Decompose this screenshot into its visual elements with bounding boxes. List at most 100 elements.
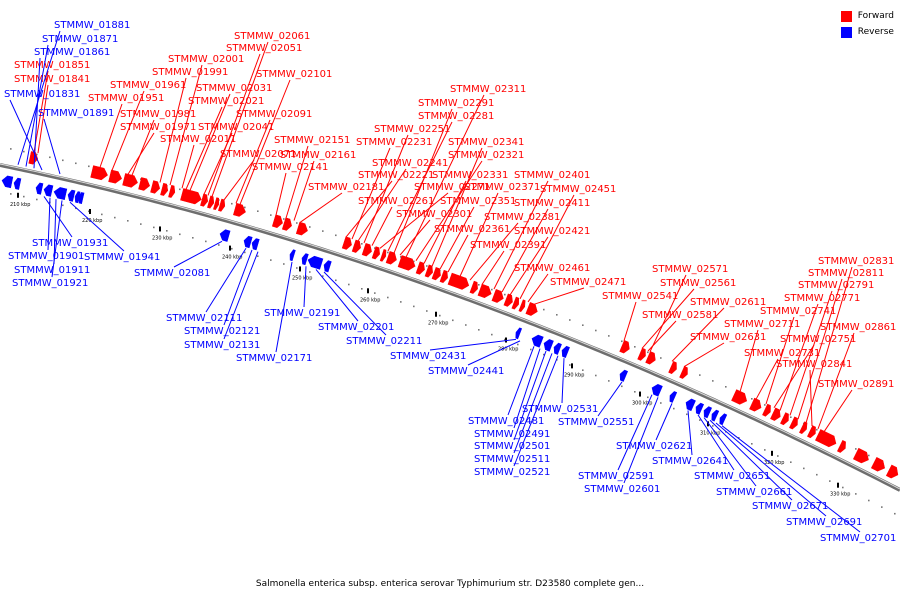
forward-gene-arrow[interactable] [160,182,169,196]
forward-gene-arrow[interactable] [762,403,773,417]
reverse-gene-label[interactable]: STMMW_01921 [12,278,88,289]
forward-gene-label[interactable]: STMMW_02611 [690,297,766,308]
forward-gene-arrow[interactable] [122,173,139,188]
forward-gene-label[interactable]: STMMW_02841 [776,359,852,370]
reverse-gene-arrow[interactable] [650,383,663,397]
reverse-gene-label[interactable]: STMMW_02641 [652,456,728,467]
reverse-gene-label[interactable]: STMMW_02131 [184,340,260,351]
reverse-gene-label[interactable]: STMMW_02481 [468,416,544,427]
forward-gene-label[interactable]: STMMW_02831 [818,256,894,267]
forward-gene-arrow[interactable] [361,242,373,257]
reverse-gene-label[interactable]: STMMW_01891 [38,108,114,119]
reverse-gene-arrow[interactable] [67,189,76,202]
forward-gene-label[interactable]: STMMW_02021 [188,96,264,107]
forward-gene-arrow[interactable] [789,416,800,430]
forward-gene-arrow[interactable] [780,412,791,426]
forward-gene-label[interactable]: STMMW_02091 [236,109,312,120]
forward-gene-label[interactable]: STMMW_02581 [642,310,718,321]
forward-gene-arrow[interactable] [150,180,161,195]
reverse-gene-label[interactable]: STMMW_01911 [14,265,90,276]
reverse-gene-arrow[interactable] [530,333,544,348]
forward-gene-arrow[interactable] [424,264,435,278]
forward-gene-arrow[interactable] [749,397,763,413]
forward-gene-arrow[interactable] [108,169,124,185]
forward-gene-label[interactable]: STMMW_02631 [690,332,766,343]
forward-gene-label[interactable]: STMMW_02391 [470,240,546,251]
forward-gene-label[interactable]: STMMW_02071 [220,149,296,160]
forward-gene-label[interactable]: STMMW_01851 [14,60,90,71]
reverse-gene-label[interactable]: STMMW_02521 [474,467,550,478]
forward-gene-arrow[interactable] [770,407,782,422]
forward-gene-label[interactable]: STMMW_02251 [374,124,450,135]
forward-gene-arrow[interactable] [837,439,848,453]
forward-gene-arrow[interactable] [619,340,632,354]
reverse-gene-arrow[interactable] [702,405,713,419]
reverse-gene-label[interactable]: STMMW_02431 [390,351,466,362]
forward-gene-label[interactable]: STMMW_02361 [434,224,510,235]
forward-gene-arrow[interactable] [469,280,480,294]
forward-gene-arrow[interactable] [668,361,679,375]
forward-gene-label[interactable]: STMMW_02281 [418,111,494,122]
forward-gene-arrow[interactable] [281,217,293,232]
forward-gene-arrow[interactable] [180,188,202,206]
reverse-gene-arrow[interactable] [514,327,523,340]
forward-gene-label[interactable]: STMMW_02891 [818,379,894,390]
forward-gene-label[interactable]: STMMW_02791 [798,280,874,291]
forward-gene-arrow[interactable] [397,255,417,272]
forward-gene-label[interactable]: STMMW_02351 [440,196,516,207]
forward-gene-label[interactable]: STMMW_02311 [450,84,526,95]
forward-gene-arrow[interactable] [271,214,284,229]
forward-gene-label[interactable]: STMMW_02861 [820,322,896,333]
reverse-gene-label[interactable]: STMMW_01871 [42,34,118,45]
forward-gene-label[interactable]: STMMW_02261 [358,196,434,207]
forward-gene-label[interactable]: STMMW_02151 [274,135,350,146]
forward-gene-arrow[interactable] [731,389,750,407]
forward-gene-label[interactable]: STMMW_02231 [356,137,432,148]
forward-gene-arrow[interactable] [415,261,427,276]
reverse-gene-label[interactable]: STMMW_02191 [264,308,340,319]
forward-gene-arrow[interactable] [870,457,887,473]
forward-gene-label[interactable]: STMMW_01971 [120,122,196,133]
reverse-gene-label[interactable]: STMMW_01941 [84,252,160,263]
forward-gene-label[interactable]: STMMW_02451 [540,184,616,195]
forward-gene-label[interactable]: STMMW_01841 [14,74,90,85]
reverse-gene-label[interactable]: STMMW_02081 [134,268,210,279]
forward-gene-label[interactable]: STMMW_02341 [448,137,524,148]
forward-gene-arrow[interactable] [138,177,152,191]
forward-gene-label[interactable]: STMMW_02141 [252,162,328,173]
reverse-gene-label[interactable]: STMMW_02531 [522,404,598,415]
forward-gene-label[interactable]: STMMW_02561 [660,278,736,289]
reverse-gene-label[interactable]: STMMW_01931 [32,238,108,249]
forward-gene-arrow[interactable] [518,299,527,313]
forward-gene-arrow[interactable] [233,202,247,218]
reverse-gene-label[interactable]: STMMW_02651 [694,471,770,482]
forward-gene-arrow[interactable] [885,464,900,480]
reverse-gene-label[interactable]: STMMW_01881 [54,20,130,31]
reverse-gene-arrow[interactable] [322,260,332,273]
forward-gene-label[interactable]: STMMW_01951 [88,93,164,104]
forward-gene-label[interactable]: STMMW_02771 [784,293,860,304]
reverse-gene-arrow[interactable] [74,191,81,204]
reverse-gene-arrow[interactable] [1,175,14,189]
forward-gene-arrow[interactable] [213,197,220,211]
reverse-gene-arrow[interactable] [694,402,705,415]
forward-gene-label[interactable]: STMMW_02401 [514,170,590,181]
forward-gene-label[interactable]: STMMW_01961 [110,80,186,91]
forward-gene-label[interactable]: STMMW_02411 [514,198,590,209]
forward-gene-arrow[interactable] [168,184,176,198]
forward-gene-label[interactable]: STMMW_02571 [652,264,728,275]
forward-gene-label[interactable]: STMMW_02041 [198,122,274,133]
forward-gene-label[interactable]: STMMW_02711 [724,319,800,330]
forward-gene-arrow[interactable] [200,193,209,207]
forward-gene-arrow[interactable] [371,246,381,260]
forward-gene-label[interactable]: STMMW_01981 [120,109,196,120]
forward-gene-label[interactable]: STMMW_02031 [196,83,272,94]
forward-gene-arrow[interactable] [447,272,471,291]
reverse-gene-label[interactable]: STMMW_02491 [474,429,550,440]
reverse-gene-label[interactable]: STMMW_02171 [236,353,312,364]
reverse-gene-arrow[interactable] [542,338,554,352]
reverse-gene-label[interactable]: STMMW_02701 [820,533,896,544]
forward-gene-arrow[interactable] [679,365,690,379]
reverse-gene-arrow[interactable] [560,345,570,358]
reverse-gene-arrow[interactable] [43,184,54,197]
